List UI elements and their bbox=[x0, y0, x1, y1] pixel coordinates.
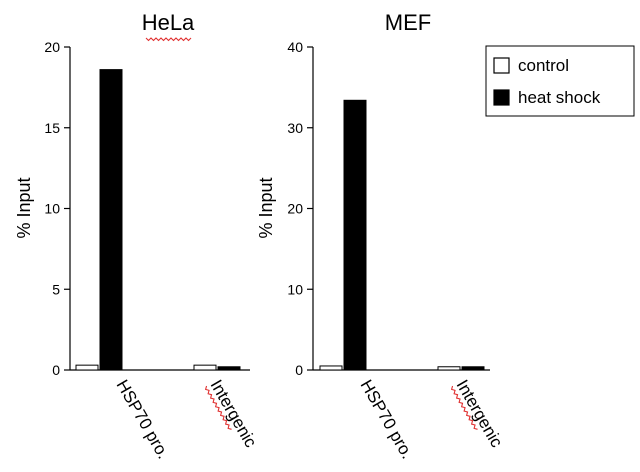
legend-swatch-heat-shock bbox=[493, 89, 510, 106]
mef-category-label-1: Intergenic bbox=[453, 377, 507, 452]
hela-y-tick-label: 20 bbox=[44, 39, 60, 55]
hela-category-label-1: Intergenic bbox=[207, 377, 261, 452]
hela-bar-control-0 bbox=[75, 364, 99, 371]
mef-y-axis-label: % Input bbox=[256, 177, 276, 238]
hela-panel: HeLa % Input 0 5 10 15 20 HSP70 pro. Intergeni… bbox=[14, 10, 261, 462]
mef-bar-heat-shock-0 bbox=[343, 99, 367, 371]
hela-y-tick-label: 5 bbox=[52, 281, 60, 297]
mef-y-tick-label: 20 bbox=[287, 201, 303, 217]
legend-box bbox=[485, 45, 635, 117]
legend-swatch-control bbox=[493, 57, 510, 74]
hela-title: HeLa bbox=[142, 10, 195, 35]
mef-y-tick-label: 10 bbox=[287, 281, 303, 297]
mef-category-label-0: HSP70 pro. bbox=[357, 377, 417, 463]
mef-title: MEF bbox=[385, 10, 431, 35]
legend-label-heat-shock: heat shock bbox=[518, 88, 601, 107]
mef-bar-control-0 bbox=[319, 365, 343, 371]
legend-label-control: control bbox=[518, 56, 569, 75]
mef-bar-heat-shock-1 bbox=[461, 366, 485, 371]
mef-y-tick-label: 30 bbox=[287, 120, 303, 136]
hela-y-tick-label: 0 bbox=[52, 362, 60, 378]
hela-title-spellcheck-underline bbox=[145, 37, 192, 42]
hela-y-axis-label: % Input bbox=[14, 177, 34, 238]
hela-y-tick-label: 15 bbox=[44, 120, 60, 136]
mef-y-tick-label: 40 bbox=[287, 39, 303, 55]
hela-y-tick-label: 10 bbox=[44, 201, 60, 217]
hela-category-label-0: HSP70 pro. bbox=[113, 377, 173, 463]
hela-spellcheck-underline bbox=[204, 385, 232, 430]
mef-bar-control-1 bbox=[437, 366, 461, 371]
legend: control heat shock bbox=[485, 45, 635, 117]
mef-y-tick-label: 0 bbox=[295, 362, 303, 378]
mef-spellcheck-underline bbox=[450, 385, 478, 430]
mef-panel: MEF % Input 0 10 20 30 40 HSP70 pro. Intergeni… bbox=[256, 10, 507, 462]
hela-bar-control-1 bbox=[193, 364, 217, 371]
hela-bar-heat-shock-1 bbox=[217, 366, 241, 371]
hela-bar-heat-shock-0 bbox=[99, 69, 123, 371]
